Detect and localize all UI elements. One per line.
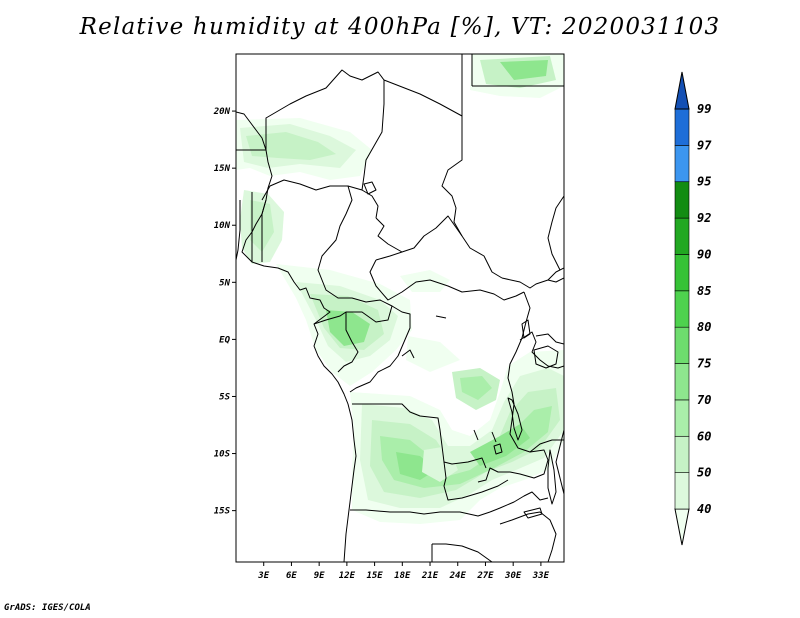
lake-malawi <box>547 449 557 505</box>
border-drc-east <box>477 291 549 483</box>
y-tick-label: 10N <box>214 221 231 231</box>
colorbar-segment <box>674 363 690 401</box>
border-uganda-kenya <box>535 333 564 345</box>
x-tick-label: 30E <box>504 571 522 581</box>
border-car-north <box>375 251 403 261</box>
y-tick-label: 5N <box>219 278 230 288</box>
x-tick-label: 24E <box>449 571 467 581</box>
y-tick-label: 15N <box>214 164 231 174</box>
border-libya-chad <box>383 54 463 117</box>
colorbar-segment <box>674 290 690 328</box>
x-tick-label: 33E <box>532 571 550 581</box>
border-tanzania <box>529 439 564 453</box>
humidity-contour <box>500 60 548 80</box>
humidity-contour <box>460 376 492 400</box>
lake-tanganyika <box>507 397 523 441</box>
border-mozambique-coast <box>555 429 564 495</box>
colorbar-label: 90 <box>697 247 711 261</box>
lake-chad <box>363 181 377 195</box>
border-angola-zambia <box>443 461 509 501</box>
humidity-contour <box>246 132 336 160</box>
humidity-field <box>236 54 564 524</box>
border-car <box>369 259 525 301</box>
coastline-west <box>236 111 357 562</box>
country-borders <box>236 54 564 562</box>
border-zambia-south <box>489 491 549 513</box>
colorbar-segment <box>674 399 690 437</box>
colorbar-label: 75 <box>697 357 711 371</box>
x-axis: 3E 6E 9E 12E 15E 18E 21E 24E 27E 30E 33E <box>257 562 550 581</box>
colorbar-label: 80 <box>697 320 711 334</box>
y-tick-label: EQ <box>219 335 230 345</box>
border-gabon <box>313 311 359 373</box>
border-ethiopia <box>547 267 564 281</box>
x-tick-label: 3E <box>257 571 269 581</box>
humidity-contour <box>326 310 370 346</box>
colorbar-label: 97 <box>697 138 712 152</box>
y-tick-label: 10S <box>214 450 231 460</box>
y-tick-label: 20N <box>213 107 231 117</box>
x-tick-label: 21E <box>421 571 439 581</box>
border-angola-namibia <box>350 509 491 517</box>
colorbar-label: 60 <box>697 429 711 443</box>
map-frame <box>235 53 565 563</box>
border-drc-south <box>352 403 487 469</box>
x-tick-label: 9E <box>314 571 325 581</box>
river-drc-1 <box>401 349 415 359</box>
river-drc-3 <box>473 429 479 441</box>
colorbar-label: 85 <box>697 284 711 298</box>
y-axis: 20N 15N 10N 5N EQ 5S 10S 15S <box>213 107 236 517</box>
border-sudan-east <box>547 195 564 271</box>
colorbar-segment <box>674 435 690 473</box>
colorbar-segment <box>674 472 690 510</box>
credit-label: GrADS: IGES/COLA <box>4 603 91 613</box>
border-benin <box>261 199 267 262</box>
page-title: Relative humidity at 400hPa [%], VT: 202… <box>79 14 721 40</box>
border-libya-egypt <box>441 116 463 237</box>
x-tick-label: 27E <box>476 571 494 581</box>
colorbar-label: 40 <box>697 502 711 516</box>
colorbar-segment <box>674 108 690 146</box>
border-niger-nigeria <box>261 179 379 219</box>
colorbar-label: 92 <box>697 211 711 225</box>
border-south-sudan <box>501 277 564 289</box>
x-tick-label: 18E <box>394 571 411 581</box>
lake-victoria <box>533 345 559 369</box>
lake-kariba <box>523 507 543 519</box>
river-drc-4 <box>491 431 497 443</box>
border-chad-south <box>375 215 503 279</box>
colorbar-label: 99 <box>697 102 711 116</box>
border-congo <box>349 305 411 393</box>
colorbar-extend-low <box>674 508 690 546</box>
river-drc-2 <box>435 315 447 319</box>
colorbar-segment <box>674 326 690 364</box>
border-uganda <box>519 331 564 369</box>
border-zimbabwe <box>499 511 557 562</box>
border-cameroon <box>317 185 393 323</box>
humidity-contour <box>422 446 458 482</box>
colorbar-label: 95 <box>697 175 711 189</box>
colorbar-label: 70 <box>697 393 711 407</box>
lake-albert <box>521 319 531 339</box>
x-tick-label: 15E <box>366 571 383 581</box>
colorbar-segment <box>674 217 690 255</box>
y-tick-label: 15S <box>214 507 231 517</box>
x-tick-label: 6E <box>286 571 297 581</box>
colorbar-segment <box>674 254 690 292</box>
border-ghana <box>236 200 241 261</box>
colorbar-segment <box>674 145 690 183</box>
border-botswana <box>432 543 493 562</box>
lake-mweru <box>493 443 503 455</box>
colorbar: 40 50 60 70 75 80 85 90 92 95 97 99 <box>674 71 712 546</box>
x-tick-label: 12E <box>339 571 356 581</box>
y-tick-label: 5S <box>219 392 230 402</box>
humidity-contour <box>406 336 460 372</box>
colorbar-segment <box>674 181 690 219</box>
colorbar-label: 50 <box>697 466 711 480</box>
border-mali-niger <box>236 69 385 191</box>
colorbar-extend-high <box>674 71 690 110</box>
